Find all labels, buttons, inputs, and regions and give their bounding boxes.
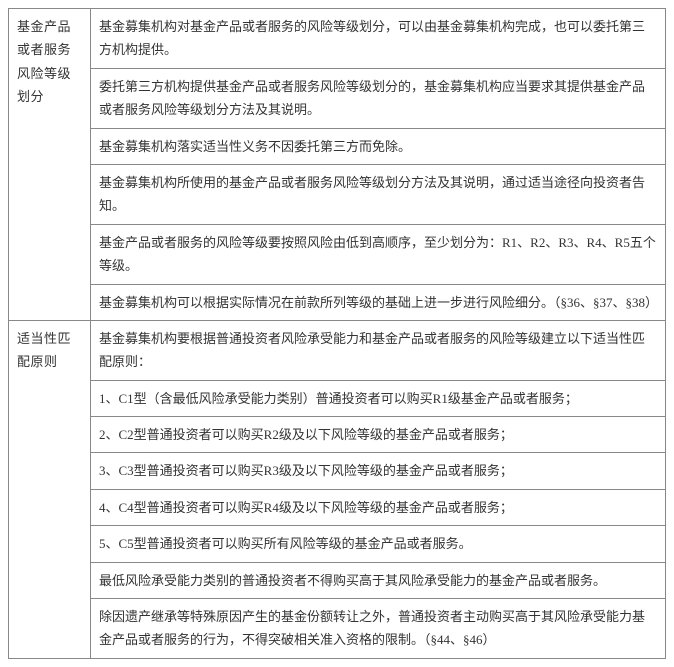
table-row: 基金募集机构可以根据实际情况在前款所列等级的基础上进一步进行风险细分。（§36、… [9, 284, 666, 320]
content-cell: 基金募集机构要根据普通投资者风险承受能力和基金产品或者服务的风险等级建立以下适当… [91, 320, 666, 380]
section-label: 基金产品或者服务风险等级划分 [9, 9, 91, 321]
table-row: 4、C4型普通投资者可以购买R4级及以下风险等级的基金产品或者服务； [9, 489, 666, 525]
content-cell: 5、C5型普通投资者可以购买所有风险等级的基金产品或者服务。 [91, 526, 666, 562]
table-row: 基金募集机构落实适当性义务不因委托第三方而免除。 [9, 128, 666, 164]
table-row: 适当性匹配原则 基金募集机构要根据普通投资者风险承受能力和基金产品或者服务的风险… [9, 320, 666, 380]
content-cell: 基金募集机构落实适当性义务不因委托第三方而免除。 [91, 128, 666, 164]
table-row: 基金产品或者服务风险等级划分 基金募集机构对基金产品或者服务的风险等级划分，可以… [9, 9, 666, 69]
table-row: 基金产品或者服务的风险等级要按照风险由低到高顺序，至少划分为：R1、R2、R3、… [9, 224, 666, 284]
content-cell: 基金募集机构可以根据实际情况在前款所列等级的基础上进一步进行风险细分。（§36、… [91, 284, 666, 320]
content-cell: 3、C3型普通投资者可以购买R3级及以下风险等级的基金产品或者服务； [91, 453, 666, 489]
regulation-table: 基金产品或者服务风险等级划分 基金募集机构对基金产品或者服务的风险等级划分，可以… [8, 8, 666, 659]
content-cell: 委托第三方机构提供基金产品或者服务风险等级划分的，基金募集机构应当要求其提供基金… [91, 68, 666, 128]
content-cell: 除因遗产继承等特殊原因产生的基金份额转让之外，普通投资者主动购买高于其风险承受能… [91, 599, 666, 659]
content-cell: 最低风险承受能力类别的普通投资者不得购买高于其风险承受能力的基金产品或者服务。 [91, 562, 666, 598]
content-cell: 1、C1型（含最低风险承受能力类别）普通投资者可以购买R1级基金产品或者服务； [91, 380, 666, 416]
table-row: 最低风险承受能力类别的普通投资者不得购买高于其风险承受能力的基金产品或者服务。 [9, 562, 666, 598]
content-cell: 基金募集机构所使用的基金产品或者服务风险等级划分方法及其说明，通过适当途径向投资… [91, 164, 666, 224]
section-label: 适当性匹配原则 [9, 320, 91, 658]
content-cell: 基金募集机构对基金产品或者服务的风险等级划分，可以由基金募集机构完成，也可以委托… [91, 9, 666, 69]
content-cell: 4、C4型普通投资者可以购买R4级及以下风险等级的基金产品或者服务； [91, 489, 666, 525]
table-row: 3、C3型普通投资者可以购买R3级及以下风险等级的基金产品或者服务； [9, 453, 666, 489]
table-row: 1、C1型（含最低风险承受能力类别）普通投资者可以购买R1级基金产品或者服务； [9, 380, 666, 416]
table-row: 除因遗产继承等特殊原因产生的基金份额转让之外，普通投资者主动购买高于其风险承受能… [9, 599, 666, 659]
content-cell: 2、C2型普通投资者可以购买R2级及以下风险等级的基金产品或者服务； [91, 417, 666, 453]
table-row: 2、C2型普通投资者可以购买R2级及以下风险等级的基金产品或者服务； [9, 417, 666, 453]
table-row: 基金募集机构所使用的基金产品或者服务风险等级划分方法及其说明，通过适当途径向投资… [9, 164, 666, 224]
content-cell: 基金产品或者服务的风险等级要按照风险由低到高顺序，至少划分为：R1、R2、R3、… [91, 224, 666, 284]
table-row: 5、C5型普通投资者可以购买所有风险等级的基金产品或者服务。 [9, 526, 666, 562]
table-row: 委托第三方机构提供基金产品或者服务风险等级划分的，基金募集机构应当要求其提供基金… [9, 68, 666, 128]
